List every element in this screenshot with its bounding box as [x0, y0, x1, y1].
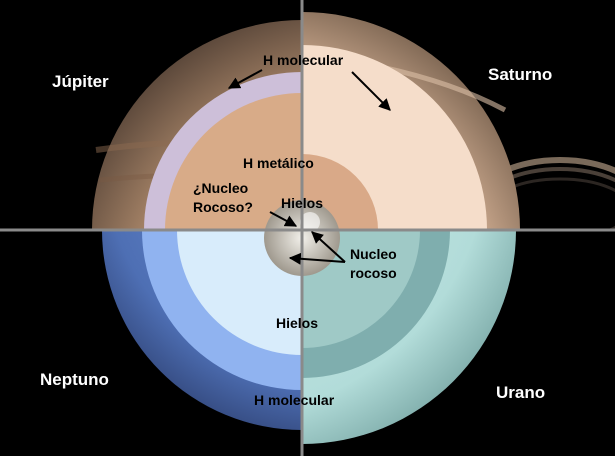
label-jupiter: Júpiter	[52, 72, 109, 91]
label-h-metallic: H metálico	[243, 155, 314, 171]
label-core-question-1: ¿Nucleo	[193, 180, 248, 196]
neptune-quadrant	[102, 230, 302, 430]
arrow-h-molecular-jupiter	[227, 69, 263, 89]
pointer-arrows	[227, 69, 391, 265]
label-ices-bottom: Hielos	[276, 315, 318, 331]
label-ices-top: Hielos	[281, 195, 323, 211]
arrow-core-2	[288, 252, 346, 265]
jupiter-quadrant	[92, 20, 302, 230]
jupiter-metallic-layer	[165, 93, 302, 230]
label-rocky-core-2: rocoso	[350, 265, 397, 281]
arrow-core-question	[269, 211, 298, 227]
label-neptune: Neptuno	[40, 370, 109, 389]
arrow-core-1	[311, 231, 346, 263]
label-saturn: Saturno	[488, 65, 552, 84]
label-h-molecular-bottom: H molecular	[254, 392, 335, 408]
label-h-molecular-top: H molecular	[263, 52, 344, 68]
label-core-question-2: Rocoso?	[193, 199, 253, 215]
label-uranus: Urano	[496, 383, 545, 402]
label-rocky-core-1: Nucleo	[350, 246, 397, 262]
arrow-h-molecular-saturn	[351, 71, 391, 111]
neptune-ice-layer	[177, 230, 302, 355]
